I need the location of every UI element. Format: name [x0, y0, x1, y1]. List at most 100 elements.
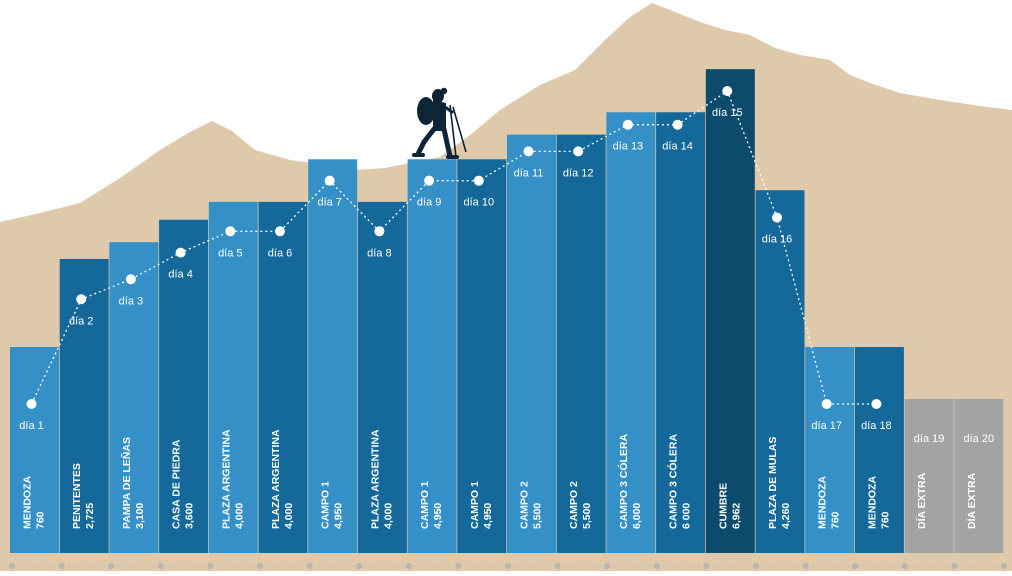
day-marker — [424, 175, 435, 186]
altitude-bar — [109, 242, 159, 553]
day-label: día 15 — [712, 107, 743, 119]
axis-tick — [108, 563, 115, 569]
altitude-bar — [258, 201, 308, 553]
axis-tick — [9, 563, 15, 569]
location-label: CAMPO 2 — [519, 481, 531, 529]
altitude-label: 4,000 — [382, 503, 394, 529]
day-marker — [175, 247, 186, 258]
axis-tick — [753, 563, 759, 569]
day-marker — [473, 175, 484, 186]
altitude-bar — [755, 190, 805, 553]
day-label: día 13 — [613, 141, 644, 153]
day-label: día 1 — [19, 420, 43, 432]
day-marker — [374, 226, 385, 237]
location-label: PLAZA ARGENTINA — [270, 429, 282, 529]
altitude-label: 3,600 — [184, 503, 196, 529]
location-label: CASA DE PIEDRA — [171, 439, 183, 529]
day-label: día 12 — [563, 167, 594, 179]
day-marker — [225, 226, 236, 237]
altitude-bar — [656, 112, 706, 554]
day-marker — [772, 212, 782, 223]
axis-tick — [852, 563, 859, 569]
day-label: día 9 — [417, 197, 441, 209]
altitude-bar — [457, 159, 507, 553]
day-label: día 5 — [218, 247, 242, 259]
location-label: MENDOZA — [22, 476, 34, 529]
axis-tick — [1001, 563, 1007, 569]
location-label: MENDOZA — [817, 476, 829, 529]
axis-tick — [157, 563, 164, 569]
altitude-bar — [606, 112, 656, 554]
day-marker — [275, 226, 285, 237]
altitude-label: 4,950 — [333, 503, 345, 529]
altitude-label: 4,950 — [432, 503, 444, 529]
axis-tick — [554, 563, 561, 569]
day-label: día 7 — [317, 197, 341, 209]
altitude-bar — [556, 134, 606, 553]
itinerary-path — [30, 90, 877, 405]
altitude-label: 760 — [35, 511, 47, 529]
day-marker — [672, 119, 683, 130]
day-marker — [125, 274, 136, 285]
location-label: CAMPO 3 CÓLERA — [617, 433, 630, 529]
altitude-bar — [705, 69, 755, 554]
altitude-bar — [954, 399, 1004, 553]
day-marker — [573, 146, 584, 157]
axis-tick — [802, 563, 809, 569]
day-marker — [821, 399, 832, 409]
day-marker — [324, 175, 335, 186]
altitude-bar — [159, 219, 209, 553]
day-label: día 14 — [662, 141, 693, 153]
altitude-bar — [805, 347, 855, 553]
axis-tick — [306, 563, 313, 569]
location-label: DÍA EXTRA — [965, 472, 978, 529]
altitude-label: 760 — [830, 511, 842, 529]
axis-tick — [604, 563, 611, 569]
axis-tick — [653, 563, 660, 569]
altitude-bar — [904, 399, 954, 553]
altitude-label: 760 — [879, 511, 891, 529]
altitude-label: 4,260 — [780, 503, 792, 529]
day-marker — [871, 399, 882, 409]
altitude-label: 6,962 — [730, 503, 742, 529]
altitude-bar — [357, 201, 407, 553]
day-marker — [622, 119, 633, 130]
altitude-label: 6 000 — [681, 503, 693, 529]
altitude-label: 5,500 — [581, 503, 593, 529]
day-marker — [76, 294, 87, 305]
axis-tick — [356, 563, 363, 569]
altitude-bar — [59, 258, 109, 553]
axis-tick — [58, 563, 65, 569]
day-label: día 8 — [367, 247, 391, 259]
axis-tick — [207, 563, 214, 569]
day-label: día 19 — [914, 433, 945, 445]
day-label: día 10 — [464, 197, 495, 209]
altitude-bar — [308, 159, 358, 553]
altitude-label: 4,000 — [283, 503, 295, 529]
day-marker — [722, 86, 733, 96]
axis-tick — [455, 563, 462, 569]
axis-tick — [951, 563, 958, 569]
day-marker — [26, 399, 37, 409]
altitude-label: 4,950 — [482, 503, 494, 529]
location-label: PAMPA DE LEÑAS — [120, 437, 133, 529]
altitude-bar — [208, 201, 258, 553]
altitude-bar — [507, 134, 556, 553]
day-label: día 11 — [514, 167, 544, 179]
day-label: día 2 — [69, 315, 93, 327]
day-marker — [523, 146, 534, 157]
day-axis — [8, 563, 1007, 569]
altitude-bar — [407, 159, 457, 553]
altitude-bar — [854, 347, 904, 553]
day-label: día 4 — [168, 269, 192, 281]
location-label: MENDOZA — [866, 476, 878, 529]
altitude-bar — [10, 347, 59, 553]
altitude-label: 6,000 — [631, 503, 643, 529]
itinerary-line — [26, 86, 882, 409]
day-label: día 6 — [268, 247, 292, 259]
day-label: día 20 — [964, 433, 995, 445]
location-label: PENITENTES — [71, 463, 83, 529]
location-label: PLAZA DE MULAS — [767, 437, 779, 529]
